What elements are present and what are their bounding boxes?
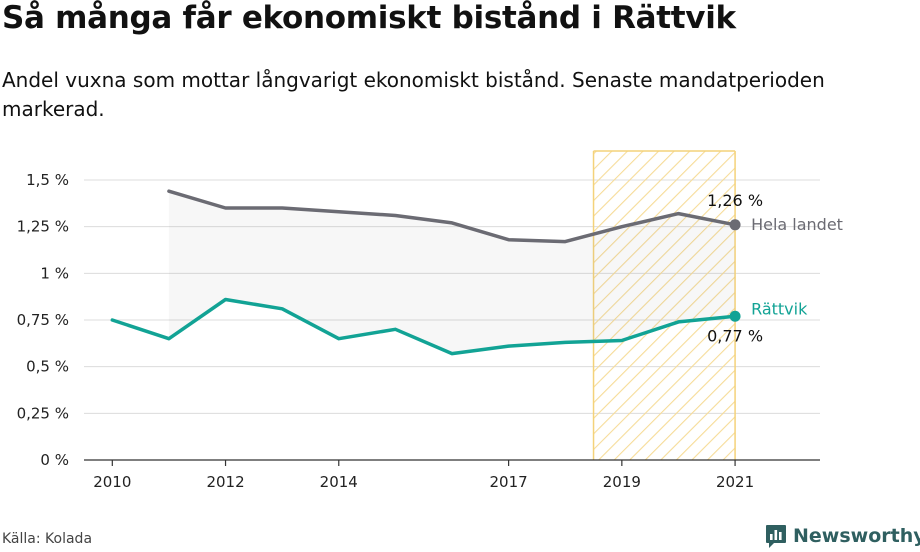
- series-gap-area: [168, 191, 736, 354]
- series-value-label-hela-landet: 1,26 %: [707, 191, 763, 210]
- x-tick-label: 2014: [320, 473, 358, 491]
- series-end-point-r-ttvik: [729, 310, 741, 322]
- highlight-period-hatch: [593, 151, 736, 460]
- x-tick-label: 2019: [603, 473, 641, 491]
- y-tick-label: 0,75 %: [17, 311, 69, 329]
- brand-name: Newsworthy: [793, 525, 920, 547]
- series-name-label-hela-landet: Hela landet: [751, 215, 843, 234]
- x-tick-label: 2021: [716, 473, 754, 491]
- series-value-label-r-ttvik: 0,77 %: [707, 326, 763, 345]
- x-tick-label: 2010: [93, 473, 131, 491]
- x-tick-label: 2012: [206, 473, 244, 491]
- chart-title: Så många får ekonomiskt bistånd i Rättvi…: [2, 0, 736, 36]
- y-tick-label: 1 %: [40, 264, 69, 282]
- series-line-hela-landet: [167, 189, 737, 244]
- y-tick-label: 0,5 %: [26, 358, 69, 376]
- x-tick-label: 2017: [490, 473, 528, 491]
- chart-subtitle: Andel vuxna som mottar långvarigt ekonom…: [2, 68, 825, 121]
- series-name-label-r-ttvik: Rättvik: [751, 299, 808, 318]
- y-tick-label: 1,25 %: [17, 218, 69, 236]
- y-tick-label: 1,5 %: [26, 171, 69, 189]
- y-tick-label: 0,25 %: [17, 404, 69, 422]
- brand-logo[interactable]: Newsworthy: [765, 521, 920, 551]
- series-end-point-hela-landet: [729, 219, 741, 231]
- y-tick-label: 0 %: [40, 451, 69, 469]
- source-note: Källa: Kolada: [2, 531, 93, 547]
- newsworthy-logo-icon: [766, 525, 786, 548]
- series-line-r-ttvik: [110, 297, 737, 356]
